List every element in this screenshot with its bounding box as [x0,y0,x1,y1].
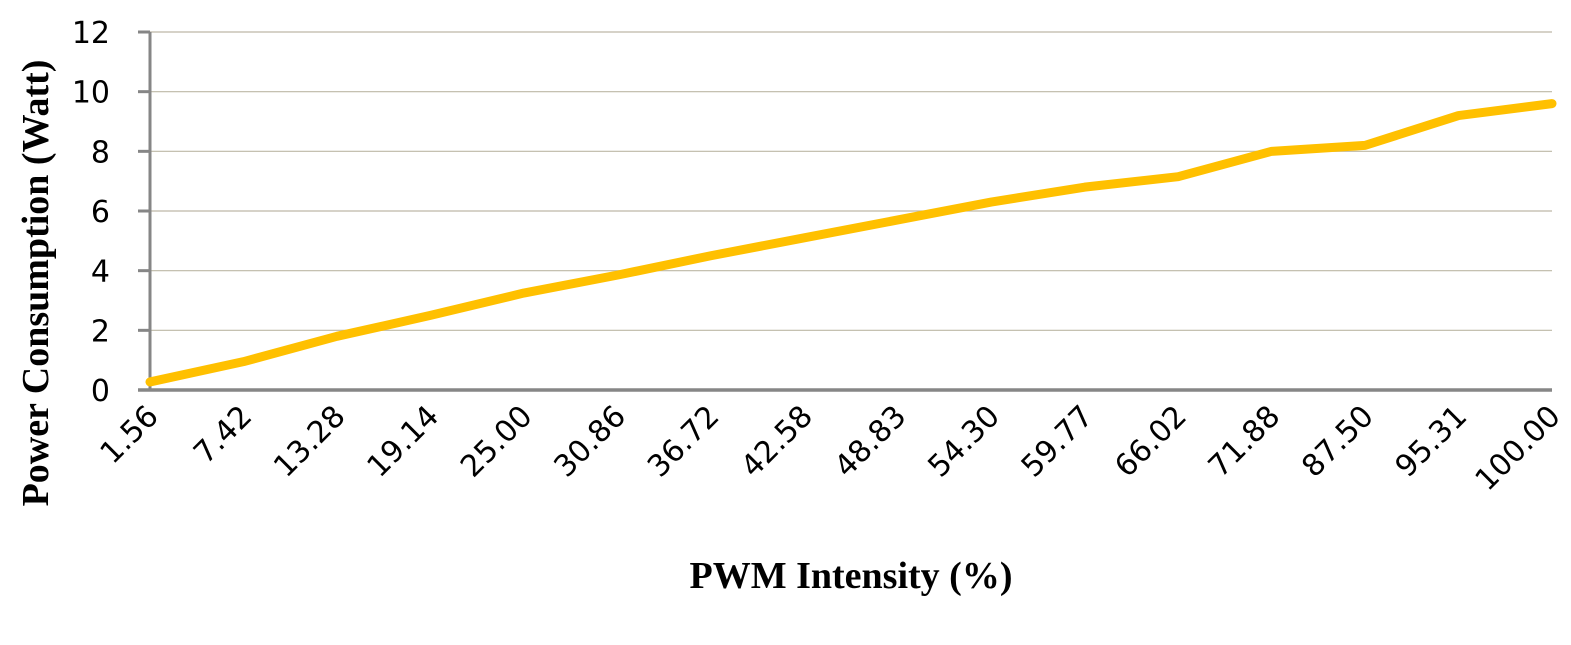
x-tick-label: 25.00 [454,399,539,484]
y-tick-label: 6 [91,195,110,230]
x-tick-label: 36.72 [641,399,726,484]
gridlines [150,31,1552,331]
series-line [145,99,1557,387]
x-tick-label: 54.30 [921,399,1006,484]
x-tick-label: 42.58 [734,399,819,484]
data-series [145,99,1557,387]
x-tick-label: 59.77 [1015,399,1100,484]
x-axis: 1.56 7.42 13.28 19.14 25.00 30.86 36.72 42.58 48… [94,388,1568,498]
x-axis-title: PWM Intensity (%) [690,555,1013,597]
y-axis: 0 2 4 6 8 10 12 [72,16,152,409]
x-tick-label: 95.31 [1389,399,1474,484]
x-tick-label: 48.83 [828,399,913,484]
x-tick-label: 66.02 [1108,399,1193,484]
x-tick-label: 71.88 [1202,399,1287,484]
y-tick-label: 12 [72,16,110,51]
y-tick-label: 0 [91,374,110,409]
x-tick-label: 13.28 [267,399,352,484]
x-tick-label: 30.86 [548,399,633,484]
y-tick-label: 4 [91,255,110,290]
x-tick-label: 1.56 [94,399,166,471]
y-tick-label: 2 [91,314,110,349]
x-tick-label: 19.14 [361,399,446,484]
x-tick-label: 7.42 [187,399,259,471]
x-tick-label: 87.50 [1295,399,1380,484]
y-tick-label: 10 [72,76,110,111]
y-axis-title: Power Consumption (Watt) [15,60,57,507]
x-tick-label: 100.00 [1469,399,1568,498]
y-tick-label: 8 [91,135,110,170]
